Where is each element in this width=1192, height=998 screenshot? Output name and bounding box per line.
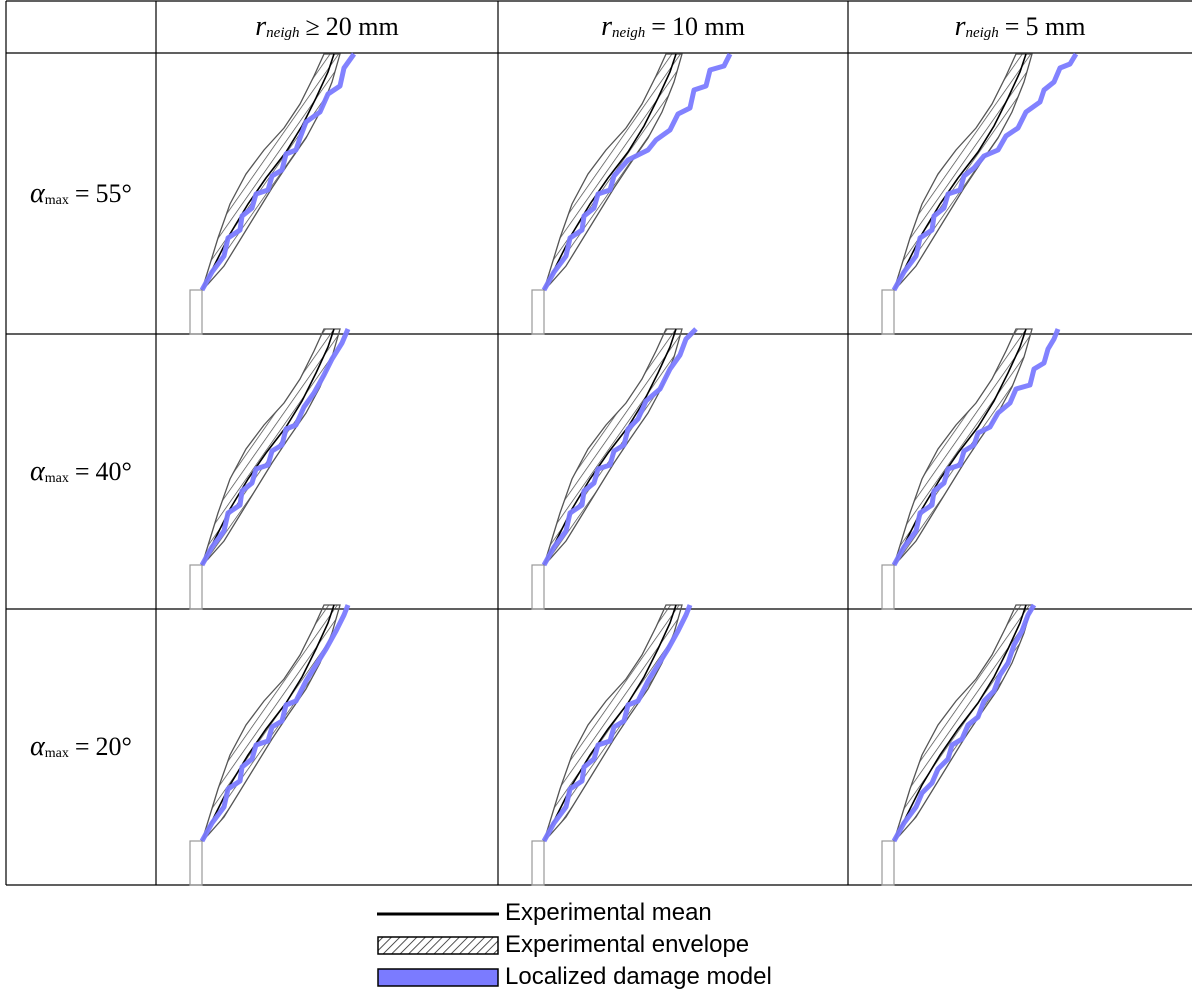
row-value: 55° [95, 178, 132, 208]
column-variable: r [601, 11, 612, 42]
model-path-5mm [891, 603, 1037, 843]
results-grid [5, 0, 1192, 886]
row-value: 40° [95, 456, 132, 486]
legend: Experimental mean Experimental envelope … [377, 898, 877, 996]
specimen-notch [881, 289, 895, 335]
column-relation: = [1004, 12, 1020, 41]
specimen-notch [881, 564, 895, 610]
model-path-20mm [199, 328, 351, 567]
model-fill-swatch [377, 968, 499, 987]
model-path-10mm [541, 52, 733, 292]
specimen-notch [189, 289, 203, 335]
crack-diagram-55deg-col3 [881, 52, 1079, 335]
crack-diagram-40deg-col1 [189, 328, 351, 610]
experimental-mean [543, 328, 677, 566]
crack-diagram-55deg-col1 [189, 52, 357, 335]
row-value: 20° [95, 732, 132, 761]
legend-item-model: Localized damage model [377, 962, 877, 992]
experimental-mean [893, 53, 1027, 291]
column-subscript: neigh [965, 24, 999, 41]
column-header-5mm: r neigh = 5 mm [848, 2, 1192, 52]
specimen-notch [531, 840, 545, 886]
table-grid-lines [5, 0, 1192, 886]
row-variable: α [30, 731, 45, 762]
specimen-notch [189, 564, 203, 610]
legend-item-mean: Experimental mean [377, 898, 877, 928]
column-value: 20 mm [325, 12, 399, 41]
row-relation: = [74, 456, 90, 486]
column-header-10mm: r neigh = 10 mm [498, 2, 848, 52]
row-subscript: max [44, 192, 69, 208]
specimen-notch [881, 840, 895, 886]
crack-diagram-20deg-col3 [881, 603, 1037, 886]
row-label-20deg: α max = 20° [6, 609, 156, 885]
legend-item-envelope: Experimental envelope [377, 930, 877, 960]
model-path-5mm [891, 52, 1079, 292]
specimen-notch [531, 289, 545, 335]
column-subscript: neigh [266, 24, 300, 41]
column-relation: ≥ [305, 12, 320, 41]
experimental-mean [543, 604, 677, 842]
model-path-20mm [199, 604, 351, 843]
legend-label: Experimental mean [505, 899, 712, 926]
experimental-mean [201, 328, 335, 566]
column-value: 10 mm [671, 12, 745, 41]
row-subscript: max [44, 470, 69, 486]
row-variable: α [30, 455, 45, 487]
crack-diagram-40deg-col2 [531, 327, 698, 610]
column-value: 5 mm [1025, 12, 1086, 41]
column-variable: r [255, 11, 267, 42]
model-path-10mm [541, 327, 698, 567]
column-header-20mm: r neigh ≥20 mm [156, 2, 498, 52]
legend-label: Localized damage model [505, 963, 772, 990]
specimen-notch [189, 840, 203, 886]
experimental-mean [543, 53, 677, 291]
crack-diagram-40deg-col3 [881, 328, 1061, 610]
column-variable: r [954, 11, 966, 42]
specimen-notch [531, 564, 545, 610]
model-path-5mm [891, 328, 1061, 567]
row-subscript: max [44, 746, 69, 761]
row-variable: α [30, 177, 45, 209]
experimental-mean [201, 53, 335, 291]
envelope-hatch-swatch [377, 936, 499, 955]
experimental-mean [893, 328, 1027, 566]
experimental-mean [201, 604, 335, 842]
column-subscript: neigh [611, 24, 646, 41]
crack-diagram-20deg-col1 [189, 604, 351, 886]
row-relation: = [74, 732, 90, 761]
model-path-10mm [541, 604, 693, 843]
column-relation: = [651, 12, 666, 41]
crack-diagram-20deg-col2 [531, 604, 693, 886]
row-label-40deg: α max = 40° [6, 334, 156, 609]
crack-diagram-55deg-col2 [531, 52, 733, 335]
experimental-mean [893, 604, 1027, 842]
model-path-20mm [199, 52, 357, 292]
row-relation: = [74, 178, 90, 208]
legend-label: Experimental envelope [505, 931, 750, 958]
mean-line-swatch [377, 912, 499, 916]
row-label-55deg: α max = 55° [6, 53, 156, 334]
